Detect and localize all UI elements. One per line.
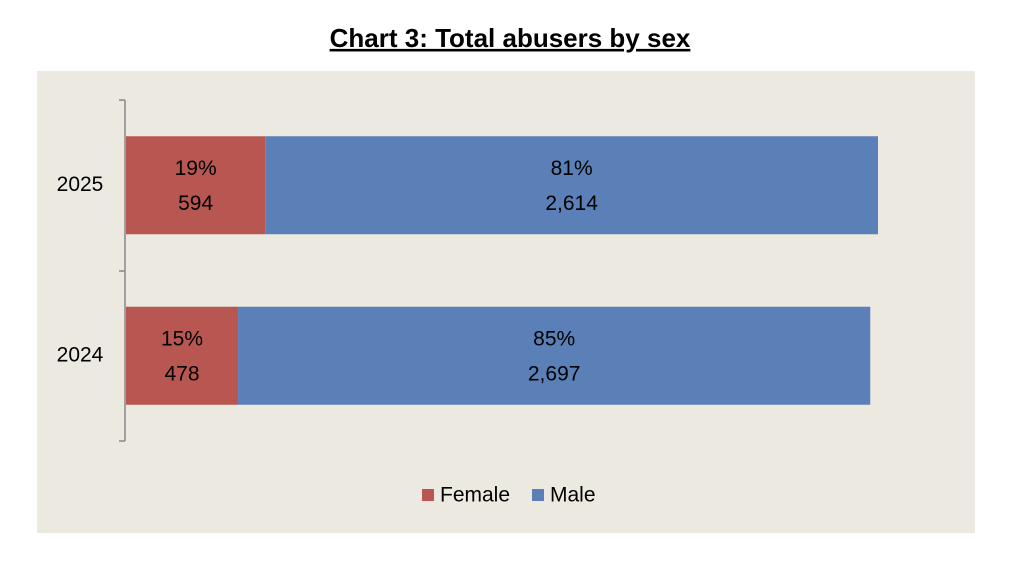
y-tick-label: 2024 xyxy=(57,343,104,366)
bar-segment xyxy=(265,136,878,235)
value-label: 2,697 xyxy=(528,362,581,385)
percent-label: 15% xyxy=(161,327,203,350)
percent-label: 19% xyxy=(175,157,217,180)
value-label: 594 xyxy=(178,192,213,215)
percent-label: 81% xyxy=(551,157,593,180)
percent-label: 85% xyxy=(533,327,575,350)
legend-label: Female xyxy=(440,484,510,507)
legend-swatch xyxy=(422,489,434,501)
bar-segment xyxy=(238,306,871,405)
y-tick-label: 2025 xyxy=(57,173,104,196)
bar-segment xyxy=(126,136,266,235)
value-label: 2,614 xyxy=(545,192,598,215)
bar-segment xyxy=(126,306,239,405)
legend-label: Male xyxy=(550,484,596,507)
chart-title: Chart 3: Total abusers by sex xyxy=(330,23,691,53)
value-label: 478 xyxy=(165,362,200,385)
legend-swatch xyxy=(532,489,544,501)
category-axis xyxy=(119,99,126,442)
